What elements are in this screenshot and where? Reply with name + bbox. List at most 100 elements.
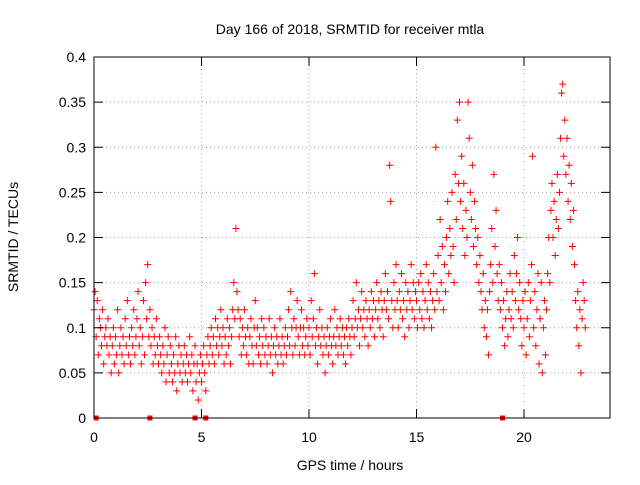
data-point: [560, 152, 568, 160]
data-point: [116, 342, 124, 350]
data-point: [381, 270, 389, 278]
data-point: [327, 315, 334, 323]
data-point: [467, 215, 475, 223]
data-point: [198, 378, 205, 386]
data-point: [347, 351, 355, 359]
chart-title: Day 166 of 2018, SRMTID for receiver mtl…: [216, 21, 485, 37]
data-point: [199, 360, 207, 368]
data-point: [533, 306, 541, 314]
data-point: [234, 306, 242, 314]
data-point: [94, 351, 102, 359]
data-point: [392, 261, 400, 269]
data-point: [446, 224, 454, 232]
data-point: [170, 351, 178, 359]
data-point: [365, 306, 373, 314]
data-point: [350, 333, 358, 341]
data-point: [542, 351, 549, 359]
data-point: [305, 324, 313, 332]
data-point: [131, 351, 139, 359]
data-point: [424, 279, 432, 287]
data-point: [112, 333, 119, 341]
data-point: [107, 369, 115, 377]
x-tick-label: 20: [516, 429, 532, 445]
data-point: [437, 279, 445, 287]
data-point: [110, 360, 118, 368]
data-point: [109, 324, 117, 332]
data-point: [563, 134, 571, 142]
data-point: [159, 342, 167, 350]
data-point: [91, 288, 99, 296]
data-point: [345, 315, 353, 323]
data-point: [548, 179, 556, 187]
data-point: [512, 270, 520, 278]
data-point: [125, 333, 133, 341]
data-point: [163, 351, 171, 359]
data-point: [227, 360, 235, 368]
data-point: [559, 80, 567, 88]
data-point: [438, 243, 446, 251]
data-point: [554, 224, 562, 232]
data-point: [443, 234, 451, 241]
data-point: [508, 288, 516, 296]
data-point: [239, 342, 247, 350]
data-point: [124, 351, 132, 359]
data-point: [425, 315, 433, 323]
data-point: [156, 333, 164, 341]
data-point: [168, 378, 176, 386]
x-tick-label: 0: [90, 429, 98, 445]
data-point: [307, 297, 315, 305]
data-point: [285, 306, 293, 314]
data-point: [432, 143, 440, 151]
y-tick-label: 0.1: [67, 320, 87, 336]
data-point: [472, 224, 480, 232]
data-point: [138, 333, 146, 341]
data-point: [518, 342, 526, 350]
data-point: [352, 279, 360, 287]
data-point: [568, 243, 576, 251]
data-point: [290, 315, 298, 323]
data-point: [225, 324, 233, 332]
data-point: [413, 297, 420, 305]
data-point: [428, 324, 436, 332]
data-point: [491, 243, 499, 251]
data-point: [431, 306, 439, 314]
axis-ticks: 0 0.05 0.1 0.15 0.2 0.25 0.3 0.35 0.4 0 5 10 15 20: [59, 49, 610, 445]
data-point: [157, 351, 165, 359]
data-point: [543, 306, 551, 314]
data-point: [415, 279, 423, 287]
data-point: [117, 324, 125, 332]
data-point: [303, 315, 311, 323]
data-point: [510, 252, 518, 260]
data-point: [410, 315, 418, 323]
data-point: [152, 315, 160, 323]
data-point: [435, 297, 443, 305]
data-point: [460, 179, 468, 187]
data-point: [525, 333, 533, 341]
data-point: [509, 324, 517, 332]
data-point: [561, 116, 569, 124]
data-point: [372, 306, 380, 314]
y-tick-label: 0.2: [67, 230, 87, 246]
data-point: [448, 188, 456, 196]
data-point: [532, 342, 540, 350]
data-point: [581, 324, 589, 332]
data-point: [362, 297, 370, 305]
data-point: [401, 333, 409, 341]
data-point: [246, 333, 254, 341]
data-point: [289, 351, 297, 359]
data-point: [571, 261, 579, 269]
data-point: [241, 306, 248, 314]
data-point: [222, 351, 230, 359]
grid: [94, 57, 610, 418]
data-point: [191, 342, 199, 350]
data-point: [393, 297, 401, 305]
data-point: [223, 315, 231, 323]
data-point: [515, 306, 523, 314]
data-point: [550, 197, 558, 205]
data-point: [452, 215, 460, 223]
data-point: [419, 288, 427, 296]
data-point: [580, 297, 588, 305]
data-point: [504, 333, 512, 341]
data-point: [268, 369, 276, 377]
